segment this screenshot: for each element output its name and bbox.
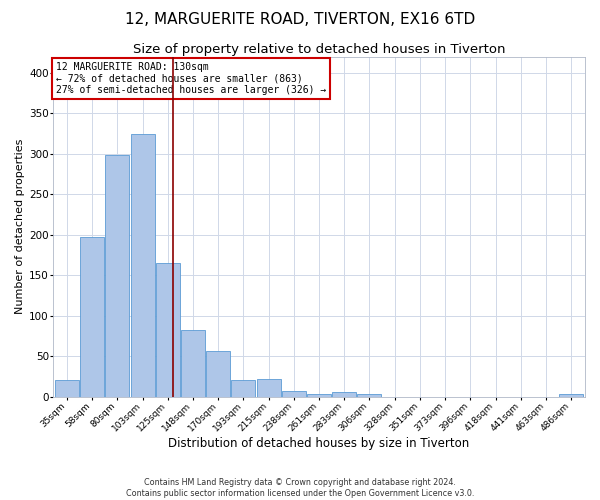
Text: 12 MARGUERITE ROAD: 130sqm
← 72% of detached houses are smaller (863)
27% of sem: 12 MARGUERITE ROAD: 130sqm ← 72% of deta… [56, 62, 326, 95]
Bar [206, 352, 230, 397]
Bar [257, 379, 281, 396]
Bar [55, 380, 79, 396]
Bar [80, 237, 104, 396]
Title: Size of property relative to detached houses in Tiverton: Size of property relative to detached ho… [133, 42, 505, 56]
Text: Contains HM Land Registry data © Crown copyright and database right 2024.
Contai: Contains HM Land Registry data © Crown c… [126, 478, 474, 498]
Bar [106, 154, 130, 396]
Bar [131, 134, 155, 396]
Bar [307, 394, 331, 396]
Bar [181, 330, 205, 396]
Y-axis label: Number of detached properties: Number of detached properties [15, 139, 25, 314]
Text: 12, MARGUERITE ROAD, TIVERTON, EX16 6TD: 12, MARGUERITE ROAD, TIVERTON, EX16 6TD [125, 12, 475, 28]
Bar [232, 380, 256, 396]
Bar [282, 391, 306, 396]
Bar [156, 263, 180, 396]
Bar [559, 394, 583, 396]
Bar [358, 394, 382, 396]
Bar [332, 392, 356, 396]
X-axis label: Distribution of detached houses by size in Tiverton: Distribution of detached houses by size … [169, 437, 470, 450]
